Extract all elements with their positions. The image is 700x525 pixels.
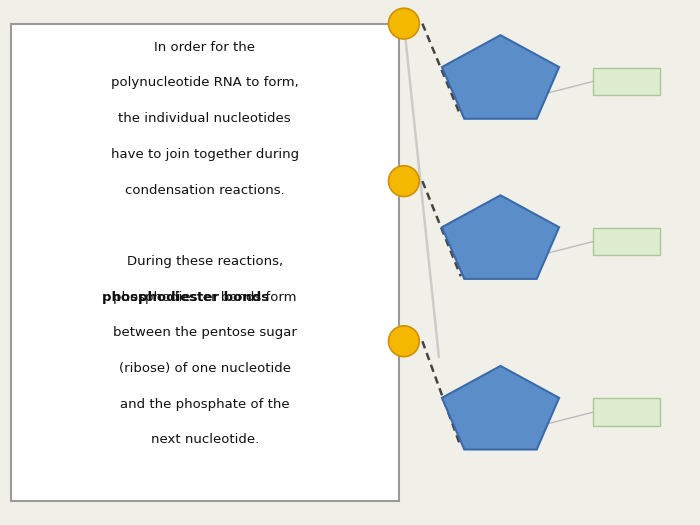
- Text: During these reactions,: During these reactions,: [127, 255, 283, 268]
- Ellipse shape: [389, 166, 419, 196]
- Polygon shape: [442, 366, 559, 449]
- Text: In order for the: In order for the: [154, 41, 256, 54]
- FancyBboxPatch shape: [594, 228, 659, 255]
- Polygon shape: [442, 35, 559, 119]
- Ellipse shape: [389, 326, 419, 356]
- Text: phosphodiester bonds: phosphodiester bonds: [102, 291, 269, 303]
- FancyBboxPatch shape: [594, 68, 659, 95]
- Polygon shape: [442, 195, 559, 279]
- Text: the individual nucleotides: the individual nucleotides: [118, 112, 291, 125]
- Text: and the phosphate of the: and the phosphate of the: [120, 398, 290, 411]
- Text: condensation reactions.: condensation reactions.: [125, 184, 285, 196]
- FancyBboxPatch shape: [10, 24, 399, 501]
- Text: polynucleotide RNA to form,: polynucleotide RNA to form,: [111, 77, 299, 89]
- Text: phosphodiester bonds form: phosphodiester bonds form: [113, 291, 297, 303]
- Text: next nucleotide.: next nucleotide.: [150, 434, 259, 446]
- Ellipse shape: [389, 8, 419, 39]
- Text: have to join together during: have to join together during: [111, 148, 299, 161]
- FancyBboxPatch shape: [594, 398, 659, 426]
- Text: between the pentose sugar: between the pentose sugar: [113, 327, 297, 339]
- Text: (ribose) of one nucleotide: (ribose) of one nucleotide: [119, 362, 290, 375]
